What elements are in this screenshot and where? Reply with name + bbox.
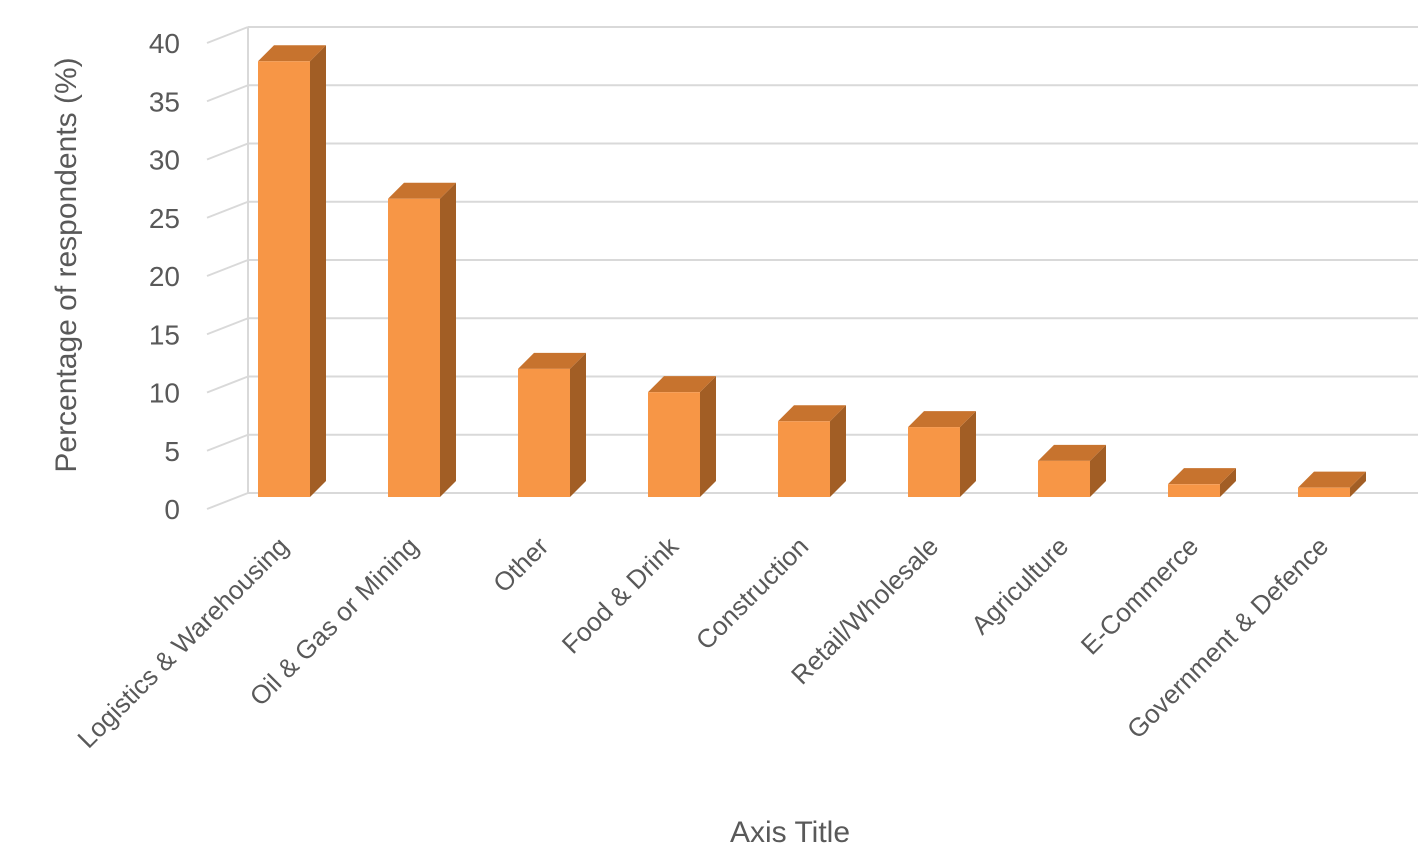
x-axis-title: Axis Title bbox=[730, 816, 850, 849]
y-tick-label: 0 bbox=[164, 494, 180, 525]
bar-front bbox=[1298, 487, 1350, 497]
bar-side bbox=[830, 405, 846, 497]
bar-front bbox=[258, 61, 310, 497]
bar bbox=[258, 45, 326, 497]
x-tick-label: Other bbox=[487, 531, 554, 598]
bar-top bbox=[908, 411, 976, 428]
gridline-perspective bbox=[206, 375, 249, 394]
bar-side bbox=[700, 376, 716, 497]
bar bbox=[388, 182, 456, 497]
bar-side bbox=[1350, 471, 1366, 497]
x-tick-label: E-Commerce bbox=[1075, 531, 1205, 661]
bar-front bbox=[1038, 460, 1090, 497]
y-axis-ticks: 0 5 10 15 20 25 30 35 40 bbox=[149, 28, 180, 525]
gridline-perspective bbox=[206, 26, 249, 44]
bar-side bbox=[1220, 468, 1236, 497]
bar-top bbox=[1298, 471, 1366, 488]
bar-front bbox=[648, 392, 700, 497]
gridline-perspective bbox=[206, 200, 249, 219]
bar-top bbox=[258, 45, 326, 62]
gridline-perspective bbox=[206, 492, 249, 510]
bar-front bbox=[908, 427, 960, 497]
bars bbox=[258, 45, 1366, 497]
y-tick-label: 35 bbox=[149, 86, 180, 117]
y-tick-label: 15 bbox=[149, 319, 180, 350]
gridline-perspective bbox=[206, 142, 249, 161]
bar-front bbox=[388, 198, 440, 497]
x-tick-label: Food & Drink bbox=[556, 530, 685, 659]
bar-top bbox=[778, 405, 846, 422]
bar bbox=[648, 376, 716, 497]
x-tick-label: Logistics & Warehousing bbox=[71, 531, 294, 754]
bar-side bbox=[310, 45, 326, 497]
y-tick-label: 10 bbox=[149, 378, 180, 409]
bar-top bbox=[648, 376, 716, 393]
y-axis-title: Percentage of respondents (%) bbox=[50, 57, 83, 472]
bar-top bbox=[388, 182, 456, 199]
gridline-perspective bbox=[206, 84, 249, 103]
bar bbox=[1168, 468, 1236, 497]
bar-top bbox=[518, 352, 586, 369]
bar-top bbox=[1038, 444, 1106, 461]
x-tick-label: Agriculture bbox=[965, 531, 1074, 640]
bar bbox=[778, 405, 846, 497]
bar-side bbox=[440, 182, 456, 497]
gridline-perspective bbox=[206, 317, 249, 336]
gridline-perspective bbox=[206, 259, 249, 277]
x-tick-label: Construction bbox=[690, 531, 814, 655]
bar-top bbox=[1168, 468, 1236, 485]
bar bbox=[518, 352, 586, 497]
y-tick-label: 5 bbox=[164, 436, 180, 467]
bar-side bbox=[960, 411, 976, 497]
bar-front bbox=[778, 421, 830, 497]
y-tick-label: 25 bbox=[149, 203, 180, 234]
y-tick-label: 40 bbox=[149, 28, 180, 59]
bar-front bbox=[1168, 484, 1220, 497]
bar bbox=[1298, 471, 1366, 497]
bar bbox=[1038, 444, 1106, 497]
y-tick-label: 30 bbox=[149, 145, 180, 176]
gridline-perspective bbox=[206, 433, 249, 452]
bar-side bbox=[1090, 444, 1106, 497]
y-tick-label: 20 bbox=[149, 261, 180, 292]
bar bbox=[908, 411, 976, 497]
bar-side bbox=[570, 352, 586, 497]
bar-front bbox=[518, 368, 570, 497]
